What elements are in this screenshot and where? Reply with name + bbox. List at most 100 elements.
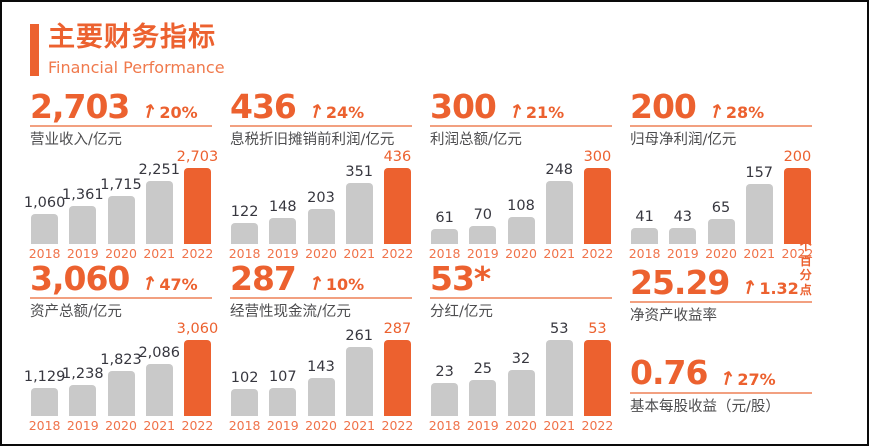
- headline-value: 200: [630, 87, 697, 126]
- bar-value-label: 2,086: [138, 344, 180, 361]
- bar-value-label: 1,715: [100, 176, 142, 193]
- bar-year-label: 2022: [781, 245, 814, 261]
- up-arrow-icon: ↑: [305, 99, 327, 125]
- bar-year-label: 2022: [381, 245, 414, 261]
- headline-underline: [430, 297, 612, 300]
- change-indicator: ↑ 20%: [139, 100, 198, 125]
- metric-label: 营业收入/亿元: [30, 132, 122, 149]
- bar: [69, 205, 97, 244]
- headline-row: 25.29 ↑ 1.32 个百分点: [630, 239, 812, 302]
- bar-value-label: 102: [230, 369, 259, 386]
- bar-value-label: 143: [307, 358, 335, 375]
- bar-column-2020: 143 2020: [305, 358, 337, 432]
- bar-column-2020: 32 2020: [505, 350, 537, 433]
- bar-year-label: 2018: [428, 417, 461, 433]
- page-subtitle: Financial Performance: [48, 58, 225, 77]
- change-indicator: ↑ 24%: [305, 99, 365, 125]
- bar-value-label: 107: [268, 368, 297, 385]
- change-value: 10%: [325, 275, 365, 295]
- bar-value-label: 1,060: [23, 194, 66, 211]
- page-title: 主要财务指标: [48, 22, 216, 53]
- panel-net-profit-attributable: 200 ↑ 28% 归母净利润/亿元 41 2018 43 2019 65 2020 157…: [629, 87, 814, 259]
- headline-value: 436: [230, 87, 297, 126]
- headline-row: 436 ↑ 24%: [230, 87, 412, 126]
- bar-year-label: 2022: [581, 417, 614, 433]
- bar-value-label: 41: [635, 208, 654, 225]
- bar-year-label: 2021: [543, 417, 576, 433]
- bar-column-2021: 157 2021: [743, 164, 775, 260]
- bar-column-2020: 203 2020: [305, 189, 337, 260]
- change-value: 47%: [159, 275, 198, 295]
- metric-label: 净资产收益率: [630, 308, 717, 324]
- up-arrow-icon: ↑: [705, 99, 727, 125]
- bar: [307, 377, 335, 416]
- bar-chart-net-profit: 41 2018 43 2019 65 2020 157 2021 200 2022: [628, 148, 814, 261]
- headline-row: 3,060 ↑ 47%: [30, 262, 212, 297]
- headline-underline: [230, 297, 412, 300]
- bar-column-2022: 287 2022: [382, 321, 414, 432]
- bar-value-label: 200: [783, 148, 812, 165]
- bar-year-label: 2020: [505, 245, 537, 261]
- bar-highlight: [583, 339, 611, 416]
- bar: [431, 382, 459, 416]
- bar-column-2018: 23 2018: [428, 364, 461, 433]
- bar-year-label: 2019: [666, 245, 699, 261]
- bar: [269, 387, 297, 416]
- bar-year-label: 2019: [66, 245, 99, 261]
- bar: [107, 195, 135, 244]
- bar-year-label: 2018: [628, 245, 661, 261]
- bar-highlight: [383, 339, 411, 416]
- bar-column-2021: 261 2021: [343, 328, 376, 433]
- bar-column-2021: 351 2021: [343, 164, 375, 260]
- bar: [469, 379, 497, 416]
- change-indicator: ↑ 21%: [505, 99, 565, 125]
- bar: [669, 227, 697, 244]
- change-indicator: ↑ 1.32 个百分点: [739, 239, 812, 300]
- bar: [507, 216, 535, 244]
- bar-column-2021: 2,086 2021: [138, 345, 180, 432]
- bar: [145, 363, 173, 416]
- bar-year-label: 2020: [505, 417, 537, 433]
- bar-year-label: 2021: [343, 417, 376, 433]
- headline-underline: [630, 301, 812, 303]
- kpi-grid: 2,703 ↑ 20% 营业收入/亿元 1,060 2018 1,361 2019 1,…: [24, 87, 841, 431]
- bar-column-2019: 1,238 2019: [62, 366, 104, 432]
- bar-column-2018: 102 2018: [229, 369, 261, 432]
- bar-year-label: 2020: [105, 245, 137, 261]
- title-accent-bar: [30, 24, 39, 76]
- up-arrow-icon: ↑: [505, 99, 527, 125]
- panel-total-profit: 300 ↑ 21% 利润总额/亿元 61 2018 70 2019 108 2020 248…: [429, 90, 614, 259]
- panel-operating-revenue: 2,703 ↑ 20% 营业收入/亿元 1,060 2018 1,361 2019 1,…: [24, 87, 218, 259]
- bar-chart-dividends: 23 2018 25 2019 32 2020 53 2021 53 2022: [428, 321, 614, 433]
- change-indicator: ↑ 47%: [139, 272, 198, 297]
- bar-year-label: 2018: [28, 417, 61, 433]
- bar: [431, 228, 459, 244]
- bar-chart-operating-cash-flow: 102 2018 107 2019 143 2020 261 2021 287 2022: [229, 321, 414, 433]
- bar-value-label: 203: [307, 189, 335, 206]
- headline-underline: [630, 125, 812, 128]
- change-value: 20%: [159, 103, 198, 123]
- bar-value-label: 70: [473, 206, 493, 223]
- bar-value-label: 1,823: [100, 351, 142, 368]
- bar: [345, 346, 373, 416]
- bar-year-label: 2022: [581, 245, 614, 261]
- bar-year-label: 2019: [266, 417, 299, 433]
- headline-row: 2,703 ↑ 20%: [30, 87, 212, 126]
- bar-value-label: 248: [545, 161, 574, 178]
- headline-value: 25.29: [630, 262, 730, 302]
- bar-column-2020: 1,823 2020: [100, 352, 142, 432]
- metric-label: 经营性现金流/亿元: [230, 304, 351, 321]
- bar: [231, 388, 259, 416]
- bar-value-label: 32: [511, 350, 531, 367]
- headline-value: 2,703: [30, 87, 130, 126]
- bar-column-2019: 25 2019: [467, 361, 499, 432]
- panel-total-assets: 3,060 ↑ 47% 资产总额/亿元 1,129 2018 1,238 2019 1,…: [24, 262, 218, 431]
- headline-underline: [430, 125, 612, 128]
- bar: [545, 180, 573, 244]
- bar-value-label: 108: [507, 197, 535, 214]
- change-indicator: ↑ 27%: [717, 366, 776, 391]
- bar: [269, 217, 297, 244]
- bar: [469, 225, 497, 244]
- bar-value-label: 157: [745, 164, 774, 181]
